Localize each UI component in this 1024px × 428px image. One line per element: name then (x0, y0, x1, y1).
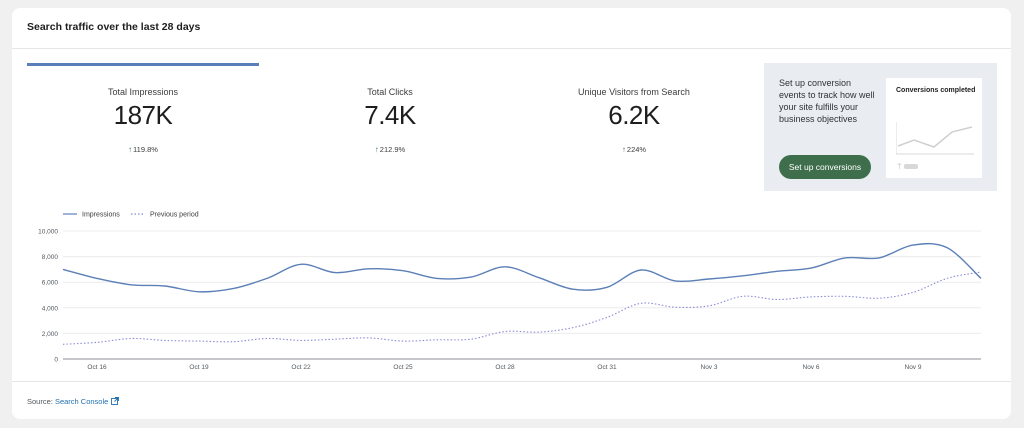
chart-area: 0 2,000 4,000 6,000 8,000 10,000 Oct 16 Oct 19 O… (12, 206, 1011, 376)
metric-label: Unique Visitors from Search (578, 87, 690, 97)
conversion-promo: Set up conversion events to track how we… (764, 63, 997, 191)
mini-arrow-up-icon: ↑ (896, 162, 903, 171)
arrow-up-icon: ↑ (621, 145, 626, 154)
metric-change-value: 119.8% (133, 145, 158, 154)
metric-total-impressions[interactable]: Total Impressions 187K ↑119.8% (27, 63, 259, 163)
metric-label: Total Impressions (107, 87, 179, 97)
x-tick-label: Oct 28 (495, 364, 515, 371)
card-title: Search traffic over the last 28 days (27, 21, 201, 33)
legend-label: Previous period (150, 212, 199, 219)
mini-chart-illustration: ↑ (896, 122, 974, 171)
external-link-icon (111, 397, 120, 405)
source-attribution: Source: Search Console (27, 397, 120, 406)
conversions-preview-card: Conversions completed ↑ (886, 78, 982, 178)
y-tick-label: 0 (54, 357, 58, 364)
x-tick-label: Oct 31 (597, 364, 617, 371)
arrow-up-icon: ↑ (128, 145, 133, 154)
y-tick-label: 8,000 (42, 254, 59, 261)
metric-label: Total Clicks (367, 87, 413, 97)
search-traffic-card: Search traffic over the last 28 days Tot… (12, 8, 1011, 419)
search-traffic-line-chart: 0 2,000 4,000 6,000 8,000 10,000 Oct 16 Oct 19 O… (38, 212, 982, 371)
y-tick-label: 10,000 (38, 229, 58, 236)
metric-change: ↑119.8% (27, 145, 259, 154)
series-line-impressions (62, 242, 982, 293)
metric-unique-visitors[interactable]: Unique Visitors from Search 6.2K ↑224% (518, 63, 750, 163)
x-tick-label: Oct 25 (393, 364, 413, 371)
metric-change-value: 224% (626, 145, 647, 154)
card-header: Search traffic over the last 28 days (12, 8, 1011, 49)
metric-total-clicks[interactable]: Total Clicks 7.4K ↑212.9% (274, 63, 506, 163)
arrow-up-icon: ↑ (374, 145, 379, 154)
mini-line (897, 126, 973, 148)
metric-value: 6.2K (608, 100, 660, 130)
metric-change-value: 212.9% (379, 145, 406, 154)
metric-value: 187K (113, 100, 173, 130)
y-tick-label: 6,000 (42, 280, 59, 287)
x-tick-label: Nov 3 (701, 364, 718, 371)
search-console-link[interactable]: Search Console (54, 397, 120, 406)
y-tick-label: 2,000 (42, 331, 59, 338)
x-tick-label: Oct 22 (291, 364, 311, 371)
x-tick-label: Nov 9 (905, 364, 922, 371)
search-console-link-text: Search Console (54, 397, 109, 406)
x-tick-label: Oct 16 (87, 364, 107, 371)
promo-text: Set up conversion events to track how we… (779, 78, 875, 124)
series-line-previous-period (62, 271, 982, 345)
source-label: Source: (27, 397, 53, 406)
active-tab-indicator (27, 63, 259, 66)
mini-placeholder-bar (904, 164, 918, 169)
metric-change: ↑212.9% (274, 145, 506, 154)
metric-change: ↑224% (518, 145, 750, 154)
card-footer: Source: Search Console (12, 381, 1011, 419)
metric-value: 7.4K (364, 100, 416, 130)
legend-label: Impressions (82, 212, 120, 219)
mini-card-title: Conversions completed (896, 87, 976, 94)
setup-conversions-button[interactable]: Set up conversions (779, 155, 871, 179)
x-tick-label: Nov 6 (803, 364, 820, 371)
x-tick-label: Oct 19 (189, 364, 209, 371)
y-tick-label: 4,000 (42, 305, 59, 312)
